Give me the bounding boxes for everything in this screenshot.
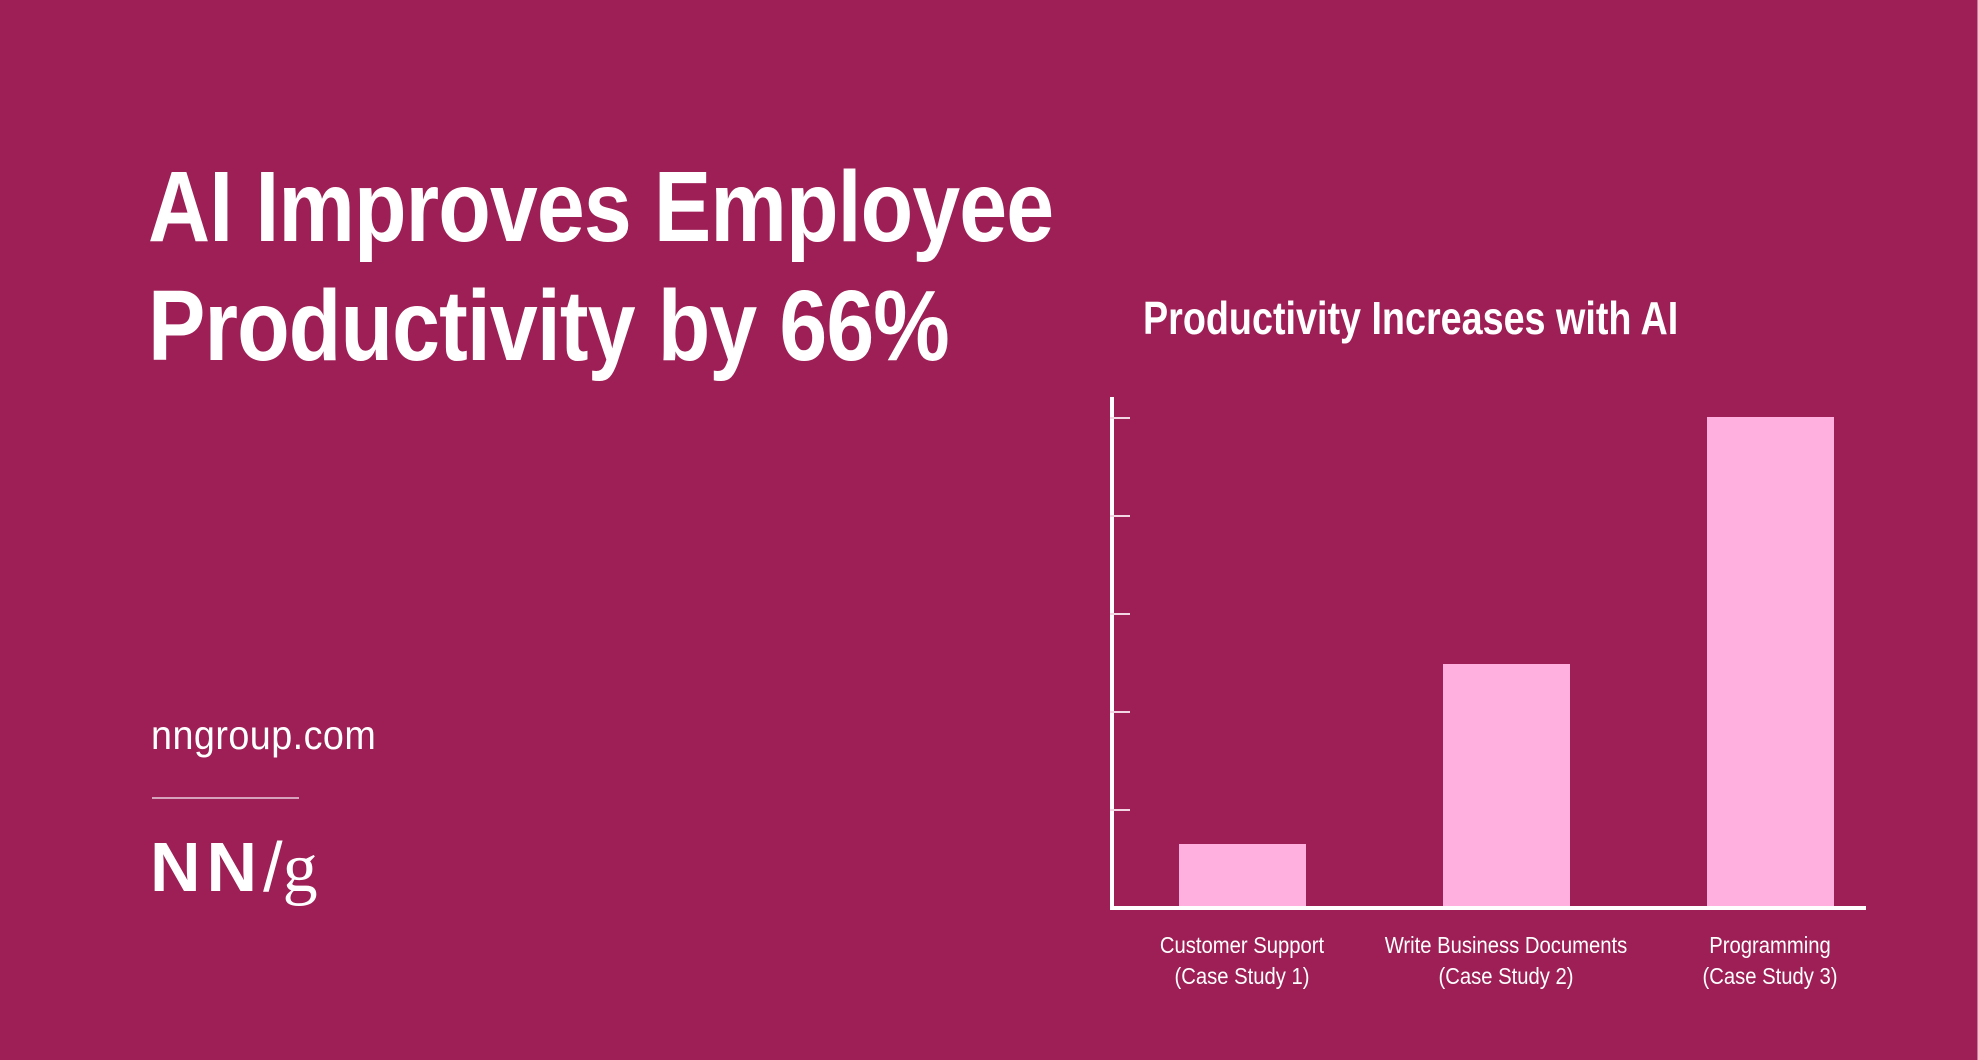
bar bbox=[1178, 844, 1306, 907]
logo-g: g bbox=[282, 830, 318, 907]
logo-nn: NN bbox=[150, 828, 264, 906]
y-tick bbox=[1110, 809, 1130, 811]
bar bbox=[1706, 417, 1834, 907]
headline: AI Improves Employee Productivity by 66% bbox=[148, 148, 1054, 386]
category-name: Programming bbox=[1709, 932, 1831, 958]
y-tick bbox=[1110, 515, 1130, 517]
divider bbox=[152, 797, 299, 799]
site-url: nngroup.com bbox=[151, 712, 377, 758]
headline-line-1: AI Improves Employee bbox=[148, 151, 1054, 263]
logo-slash: / bbox=[263, 828, 283, 906]
category-name: Customer Support bbox=[1159, 932, 1325, 958]
y-tick bbox=[1110, 417, 1130, 419]
x-tick-label: Customer Support (Case Study 1) bbox=[1092, 930, 1392, 992]
x-axis bbox=[1110, 906, 1866, 910]
headline-line-2: Productivity by 66% bbox=[148, 270, 950, 382]
case-study-label: (Case Study 2) bbox=[1438, 963, 1574, 989]
chart-title: Productivity Increases with AI bbox=[1143, 292, 1679, 344]
y-axis bbox=[1110, 397, 1114, 910]
y-tick bbox=[1110, 613, 1130, 615]
bar bbox=[1442, 663, 1570, 907]
x-tick-label: Write Business Documents (Case Study 2) bbox=[1356, 930, 1656, 992]
case-study-label: (Case Study 1) bbox=[1174, 963, 1310, 989]
y-tick bbox=[1110, 711, 1130, 713]
x-tick-label: Programming (Case Study 3) bbox=[1620, 930, 1920, 992]
category-name: Write Business Documents bbox=[1384, 932, 1628, 958]
nng-logo: NN/g bbox=[150, 832, 318, 904]
case-study-label: (Case Study 3) bbox=[1702, 963, 1838, 989]
